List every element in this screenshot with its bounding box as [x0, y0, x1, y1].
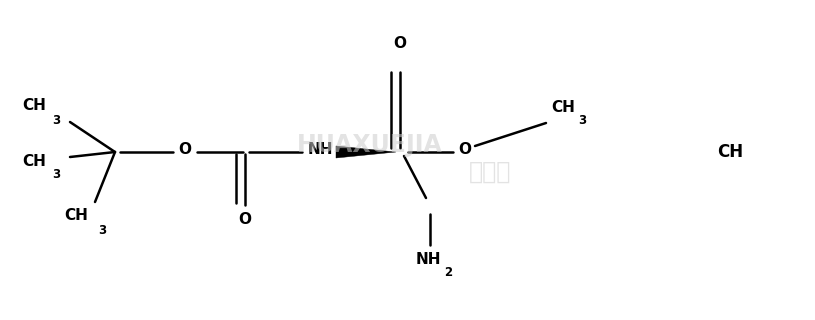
Text: 3: 3 [52, 169, 60, 181]
Text: O: O [394, 36, 407, 51]
Polygon shape [336, 146, 396, 158]
Text: NH: NH [416, 252, 441, 267]
Text: 2: 2 [444, 267, 452, 279]
Text: CH: CH [551, 100, 575, 115]
Text: CH: CH [717, 143, 743, 161]
Text: HUAXUEJIA: HUAXUEJIA [297, 133, 443, 157]
Text: 化学加: 化学加 [469, 160, 511, 184]
Text: NH: NH [307, 142, 333, 157]
Text: CH: CH [22, 154, 46, 169]
Text: 3: 3 [578, 115, 586, 127]
Text: 3: 3 [52, 114, 60, 126]
Text: CH: CH [22, 99, 46, 114]
Text: O: O [459, 142, 472, 157]
Text: O: O [239, 212, 252, 227]
Text: 3: 3 [98, 223, 106, 236]
Text: CH: CH [64, 209, 88, 223]
Text: O: O [178, 142, 192, 157]
